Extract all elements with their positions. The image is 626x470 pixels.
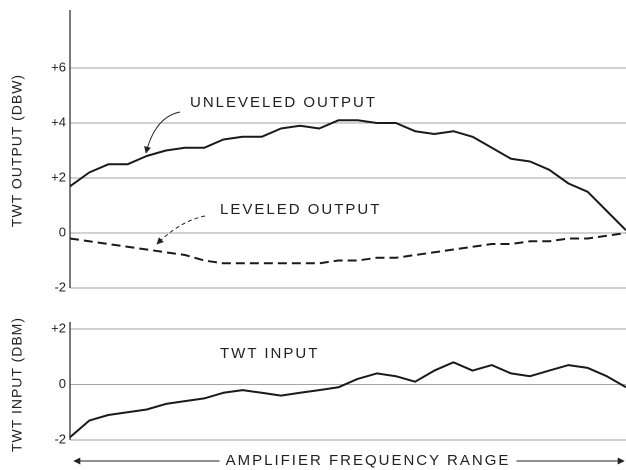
y-axis-label: TWT OUTPUT (DBW) bbox=[9, 74, 25, 227]
data-line bbox=[69, 361, 626, 438]
y-tick-label: +4 bbox=[51, 114, 66, 129]
data-line bbox=[69, 119, 626, 232]
y-axis-label: TWT INPUT (DBM) bbox=[9, 317, 25, 452]
x-axis-label: AMPLIFIER FREQUENCY RANGE bbox=[226, 452, 511, 469]
series-label: TWT INPUT bbox=[220, 345, 319, 362]
annotation-arrow bbox=[144, 111, 181, 154]
y-tick-label: +2 bbox=[51, 169, 66, 184]
annotation-arrow bbox=[156, 215, 206, 245]
y-tick-label: +6 bbox=[51, 59, 66, 74]
series-label: LEVELED OUTPUT bbox=[220, 201, 381, 218]
y-tick-label: +2 bbox=[51, 320, 66, 335]
y-tick-label: 0 bbox=[59, 224, 66, 239]
y-tick-label: 0 bbox=[59, 376, 66, 391]
y-tick-label: -2 bbox=[54, 431, 66, 446]
data-line bbox=[69, 232, 626, 265]
y-tick-label: -2 bbox=[54, 279, 66, 294]
series-label: UNLEVELED OUTPUT bbox=[190, 94, 377, 111]
